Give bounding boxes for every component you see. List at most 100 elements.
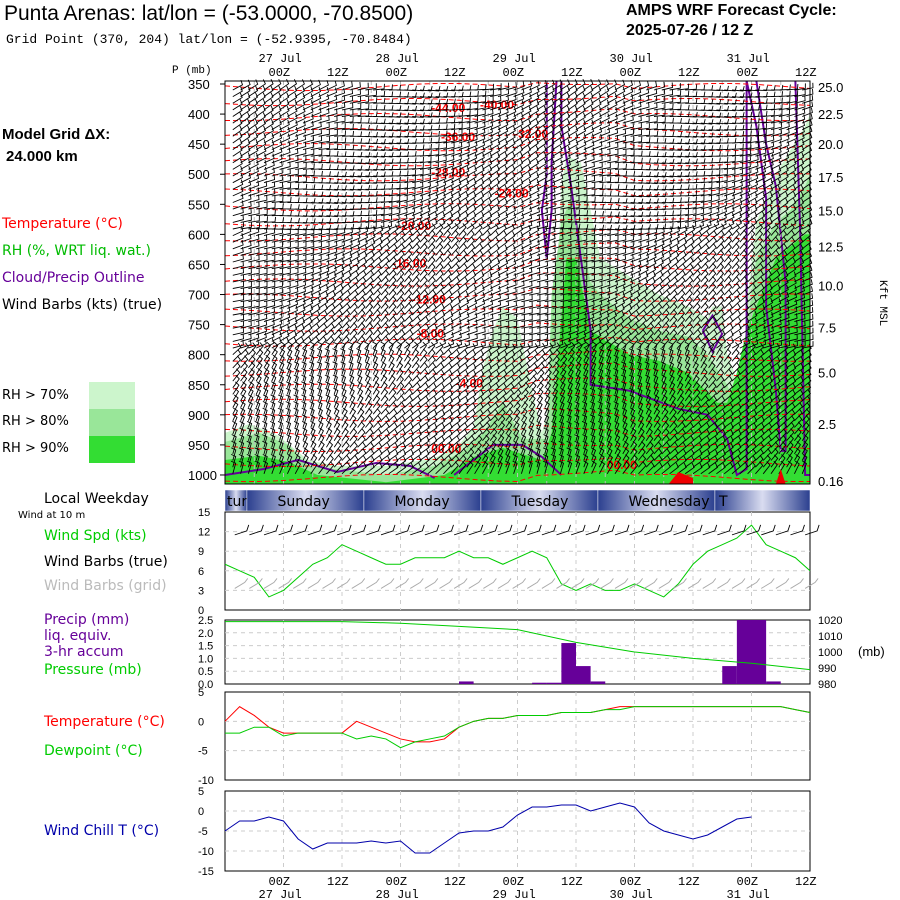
wind-barb	[552, 222, 565, 230]
wind-barb	[560, 187, 572, 197]
wind-barb	[285, 427, 292, 441]
wind-barb	[622, 241, 634, 250]
wind-barb	[598, 368, 604, 382]
wind-barb	[256, 254, 268, 263]
wind-barb	[505, 185, 516, 197]
wind-barb	[419, 256, 428, 269]
wind-barb	[474, 165, 485, 177]
wind-barb	[560, 234, 572, 243]
wind-barb	[558, 460, 565, 474]
wind-barb	[364, 361, 371, 375]
wind-barb	[669, 104, 682, 111]
wind-barb	[419, 423, 430, 435]
wind-barb	[474, 389, 484, 402]
wind-barb	[380, 145, 394, 151]
wind-barb	[677, 132, 691, 138]
wind-barb	[349, 210, 363, 217]
wind-barb	[505, 321, 518, 329]
wind-barb	[309, 394, 315, 408]
wind-barb	[677, 421, 686, 435]
wind-barb	[482, 218, 493, 230]
wind-barb	[684, 282, 693, 296]
wind-barb	[598, 348, 605, 362]
wind-barb	[692, 158, 706, 164]
temperature-contour	[224, 362, 811, 377]
wind-barb	[489, 427, 498, 441]
wind-barb	[669, 414, 678, 428]
wind-barb	[419, 156, 432, 164]
surface-wind-barb-grid	[731, 578, 746, 589]
wind-barb	[458, 339, 470, 349]
wind-barb	[263, 381, 269, 395]
wind-barb	[778, 422, 788, 435]
wind-barb	[739, 338, 751, 349]
wind-barb	[653, 185, 667, 191]
wind-barb	[575, 203, 588, 210]
wind-barb	[301, 381, 307, 395]
wind-barb	[489, 205, 500, 217]
wind-barb	[551, 427, 557, 441]
wind-barb	[731, 242, 740, 256]
wind-barb	[786, 102, 798, 111]
wind-barb	[232, 327, 244, 336]
wind-barb	[755, 376, 765, 389]
pressure-tick-label: 500	[188, 167, 210, 182]
wind-barb	[474, 447, 482, 461]
wind-barb	[341, 421, 349, 435]
wind-barb	[287, 317, 298, 329]
wind-barb	[302, 211, 316, 218]
wind-barb	[762, 396, 773, 408]
wind-barb	[341, 407, 348, 422]
wind-barb	[466, 218, 477, 230]
wind-barb	[801, 237, 812, 250]
wind-barb	[574, 414, 580, 428]
surface-wind-barb-grid	[658, 578, 673, 589]
wind-barb	[801, 427, 809, 441]
wind-barb	[692, 195, 705, 203]
wind-barb	[443, 211, 454, 223]
wind-barb	[450, 461, 459, 475]
wind-barb	[613, 374, 619, 388]
wind-barb	[529, 281, 541, 289]
wind-barb	[505, 125, 516, 137]
wind-barb	[474, 434, 483, 448]
wind-barb	[755, 448, 764, 461]
wind-barb	[528, 427, 534, 441]
wind-barb	[341, 130, 355, 137]
wind-barb	[677, 237, 688, 250]
temperature-contour	[224, 336, 811, 347]
wind-barb	[248, 152, 259, 164]
wind-barb	[661, 185, 675, 191]
wind-barb	[794, 165, 805, 177]
wind-barb	[638, 233, 650, 243]
wind-barb	[404, 402, 414, 415]
wind-barb	[349, 289, 359, 303]
wind-barb	[614, 163, 627, 170]
wind-barb	[668, 354, 674, 369]
wind-barb	[388, 368, 396, 382]
wind-barb	[521, 334, 533, 342]
wind-barb	[450, 229, 459, 243]
wind-barb	[560, 268, 572, 276]
wind-barb	[567, 98, 578, 111]
wind-barb	[490, 334, 502, 342]
wind-barb	[542, 460, 549, 474]
wind-barb	[404, 309, 413, 322]
wind-barb	[482, 184, 492, 197]
wind-barb	[590, 434, 596, 448]
wind-barb	[412, 144, 425, 151]
wind-barb	[372, 428, 382, 442]
wind-barb	[786, 340, 798, 349]
wind-barb	[443, 142, 455, 151]
wind-barb	[614, 100, 626, 111]
wind-barb	[724, 99, 737, 105]
wind-barb	[527, 453, 533, 468]
wind-barb	[536, 118, 547, 131]
wind-barb	[614, 447, 621, 461]
wind-barb	[638, 447, 646, 461]
wind-barb	[349, 239, 361, 250]
wind-barb	[677, 215, 689, 223]
wind-barb	[567, 368, 574, 382]
wind-barb	[778, 396, 789, 408]
wind-barb	[708, 125, 722, 132]
